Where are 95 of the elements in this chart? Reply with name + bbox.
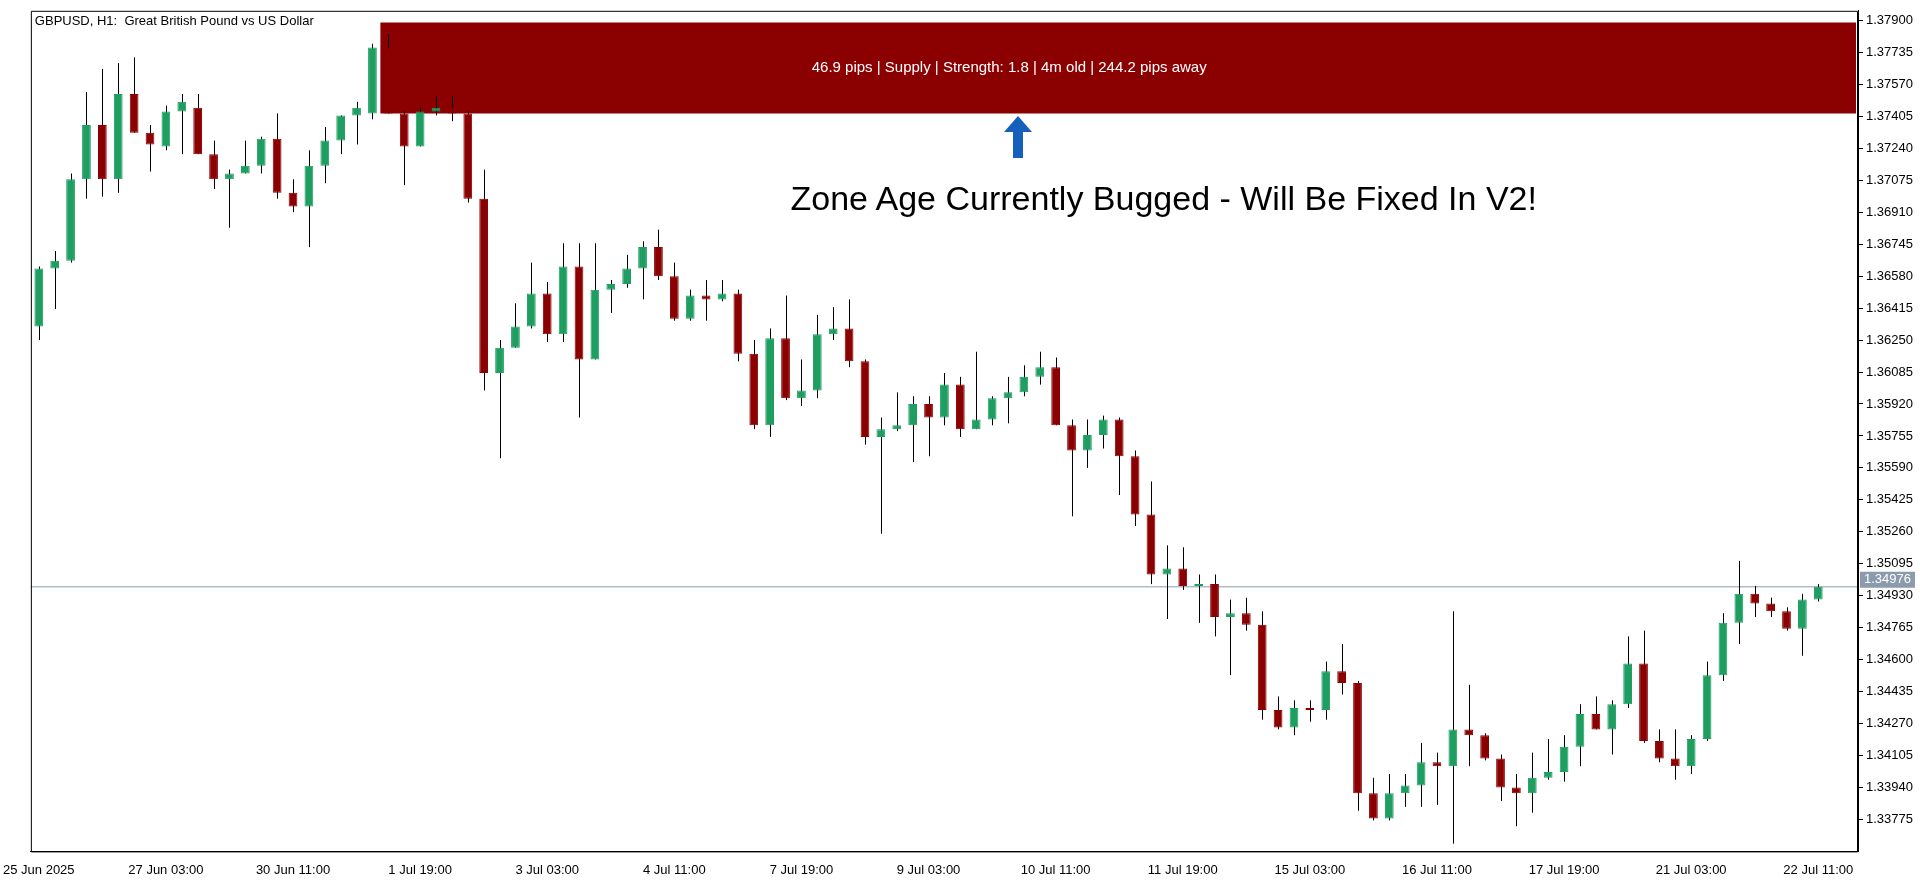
y-tick-label: 1.35260 bbox=[1866, 523, 1914, 539]
candlestick bbox=[1241, 597, 1251, 632]
x-tick-label: 21 Jul 03:00 bbox=[1655, 861, 1727, 877]
candlestick bbox=[1178, 546, 1188, 591]
candlestick bbox=[240, 140, 250, 174]
candlestick bbox=[1607, 699, 1617, 756]
candlestick bbox=[1384, 773, 1394, 821]
candlestick bbox=[209, 140, 218, 190]
x-tick-label: 16 Jul 11:00 bbox=[1402, 861, 1472, 877]
y-tick-label: 1.35920 bbox=[1866, 395, 1914, 411]
y-tick-label: 1.34105 bbox=[1866, 747, 1914, 763]
y-tick-label: 1.36415 bbox=[1866, 299, 1914, 315]
candlestick bbox=[431, 95, 441, 116]
candlestick bbox=[1337, 643, 1347, 696]
candlestick bbox=[50, 250, 60, 310]
candlestick bbox=[1083, 418, 1092, 469]
y-tick-label: 1.34930 bbox=[1866, 587, 1914, 603]
candlestick bbox=[1527, 752, 1537, 814]
ref-line-label: 1.34976 bbox=[1864, 571, 1912, 587]
candlestick bbox=[1766, 597, 1775, 618]
candlestick bbox=[352, 101, 361, 145]
y-tick-label: 1.35590 bbox=[1866, 459, 1914, 475]
y-tick-label: 1.34435 bbox=[1866, 683, 1914, 699]
y-tick-label: 1.35095 bbox=[1866, 555, 1914, 571]
candlestick bbox=[1480, 732, 1489, 761]
y-tick-label: 1.34600 bbox=[1866, 651, 1914, 667]
y-tick-label: 1.37075 bbox=[1866, 171, 1914, 187]
candlestick bbox=[320, 126, 330, 184]
y-tick-label: 1.34270 bbox=[1866, 715, 1914, 731]
candlestick bbox=[177, 93, 187, 155]
candlestick bbox=[1416, 742, 1426, 808]
candlestick bbox=[638, 240, 647, 300]
candlestick bbox=[1464, 684, 1474, 767]
y-tick-label: 1.36085 bbox=[1866, 363, 1914, 379]
candlestick bbox=[876, 417, 886, 535]
candlestick bbox=[797, 358, 806, 407]
candlestick bbox=[1305, 699, 1315, 723]
x-tick-label: 4 Jul 11:00 bbox=[643, 861, 706, 877]
x-tick-label: 15 Jul 03:00 bbox=[1274, 861, 1346, 877]
y-tick-label: 1.36910 bbox=[1866, 203, 1914, 219]
candlestick bbox=[1003, 376, 1013, 424]
candlestick bbox=[1067, 418, 1076, 517]
y-tick-label: 1.37240 bbox=[1866, 139, 1914, 155]
y-tick-label: 1.34765 bbox=[1866, 619, 1914, 635]
chart-title: GBPUSD, H1: Great British Pound vs US Dollar bbox=[34, 12, 315, 28]
candlestick bbox=[1782, 606, 1791, 632]
x-tick-label: 11 Jul 19:00 bbox=[1147, 861, 1218, 877]
y-tick-label: 1.37900 bbox=[1866, 12, 1914, 28]
candlestick bbox=[495, 339, 504, 459]
candlestick bbox=[828, 306, 838, 341]
x-tick-label: 17 Jul 19:00 bbox=[1528, 861, 1600, 877]
x-tick-label: 30 Jun 11:00 bbox=[255, 861, 331, 877]
candlestick bbox=[1750, 585, 1760, 618]
candlestick bbox=[971, 351, 981, 430]
y-tick-label: 1.37570 bbox=[1866, 75, 1914, 91]
annotation: Zone Age Currently Bugged - Will Be Fixed In V2! bbox=[790, 179, 1537, 218]
x-tick-label: 3 Jul 03:00 bbox=[515, 861, 580, 877]
y-tick-label: 1.37735 bbox=[1866, 44, 1914, 60]
candlestick bbox=[1512, 773, 1521, 827]
candlestick bbox=[908, 395, 918, 463]
candlestick bbox=[225, 169, 234, 229]
x-tick-label: 27 Jun 03:00 bbox=[128, 861, 204, 877]
x-tick-label: 9 Jul 03:00 bbox=[896, 861, 961, 877]
candlestick bbox=[1226, 599, 1235, 676]
candlestick bbox=[336, 114, 346, 155]
y-tick-label: 1.33775 bbox=[1866, 811, 1914, 827]
candlestick bbox=[511, 302, 520, 349]
y-tick-label: 1.33940 bbox=[1866, 779, 1914, 795]
y-tick-label: 1.35425 bbox=[1866, 491, 1914, 507]
candlestick bbox=[1035, 351, 1045, 386]
x-tick-label: 10 Jul 11:00 bbox=[1020, 861, 1091, 877]
x-tick-label: 25 Jun 2025 bbox=[3, 861, 75, 877]
y-tick-label: 1.36745 bbox=[1866, 235, 1914, 251]
x-tick-label: 22 Jul 11:00 bbox=[1783, 861, 1854, 877]
candlestick bbox=[1432, 752, 1442, 806]
candlestick bbox=[685, 289, 695, 322]
candlestick bbox=[1194, 573, 1204, 624]
x-tick-label: 7 Jul 19:00 bbox=[769, 861, 834, 877]
candlestick bbox=[1098, 415, 1108, 450]
candlestick bbox=[892, 391, 902, 432]
candlestick bbox=[1591, 695, 1601, 730]
band-label: 46.9 pips | Supply | Strength: 1.8 | 4m old | 244.2 pips away bbox=[811, 58, 1208, 76]
candlestick bbox=[1543, 738, 1553, 781]
x-tick-label: 1 Jul 19:00 bbox=[388, 861, 452, 877]
candlestick bbox=[1670, 728, 1680, 781]
y-tick-label: 1.36250 bbox=[1866, 331, 1914, 347]
y-tick-label: 1.36580 bbox=[1866, 267, 1914, 283]
candlestick bbox=[1655, 728, 1664, 763]
candlestick bbox=[1369, 777, 1378, 821]
y-tick-label: 1.37405 bbox=[1866, 107, 1914, 123]
candlestick bbox=[1400, 773, 1410, 808]
candlestick bbox=[924, 395, 933, 457]
candlestick bbox=[606, 279, 616, 314]
candlestick bbox=[622, 254, 632, 289]
y-tick-label: 1.35755 bbox=[1866, 427, 1914, 443]
